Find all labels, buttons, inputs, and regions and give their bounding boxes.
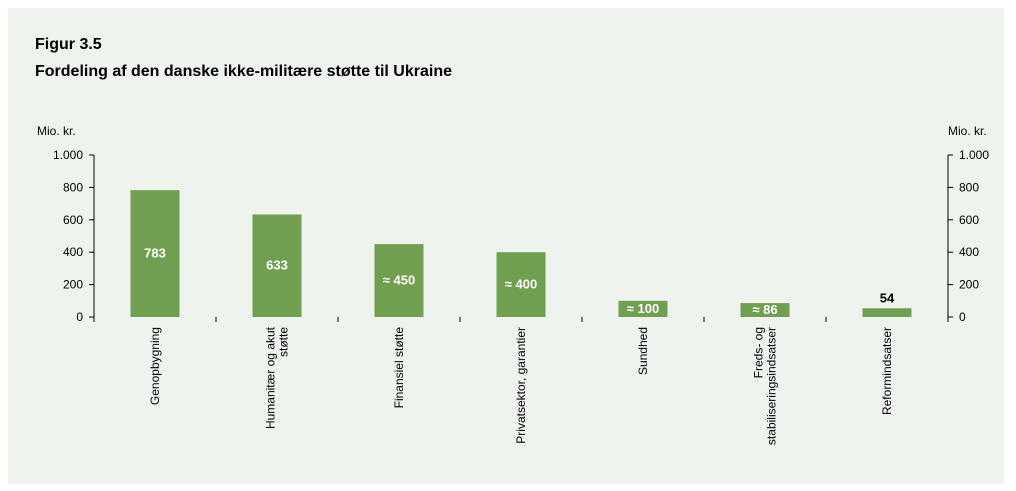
category-label: Reformindsatser [880,327,894,415]
bar [862,308,912,317]
category-label: Humanitær og akut [264,326,278,429]
bar [252,214,302,317]
data-label: ≈ 400 [505,277,537,292]
category-label: støtte [277,327,291,357]
bar [496,252,546,317]
category-label: Freds- og [752,327,766,378]
bar [740,303,790,317]
right-tick-label: 400 [959,245,979,259]
left-tick-label: 1.000 [53,148,83,162]
left-tick-label: 800 [63,180,83,194]
data-label: ≈ 450 [383,273,415,288]
data-label: 633 [266,258,288,273]
right-axis-unit: Mio. kr. [948,124,987,138]
left-tick-label: 400 [63,245,83,259]
chart-title: Fordeling af den danske ikke-militære st… [35,63,452,80]
figure-label: Figur 3.5 [35,36,102,53]
left-axis-unit: Mio. kr. [37,124,76,138]
data-label: ≈ 86 [752,302,777,317]
bar [374,244,424,317]
category-label: Privatsektor, garantier [514,327,528,444]
right-tick-label: 600 [959,213,979,227]
category-label: Finansiel støtte [392,327,406,409]
data-label: 783 [144,246,166,261]
category-label: Sundhed [636,327,650,375]
left-tick-label: 200 [63,278,83,292]
right-tick-label: 800 [959,180,979,194]
category-label: stabiliseringsindsatser [765,327,779,445]
data-label: ≈ 100 [627,301,659,316]
left-tick-label: 0 [76,310,83,324]
bar [618,300,668,317]
left-tick-label: 600 [63,213,83,227]
bar [130,190,180,317]
right-tick-label: 1.000 [959,148,989,162]
data-label: 54 [880,290,895,305]
right-tick-label: 200 [959,278,979,292]
right-tick-label: 0 [959,310,966,324]
category-label: Genopbygning [148,327,162,405]
